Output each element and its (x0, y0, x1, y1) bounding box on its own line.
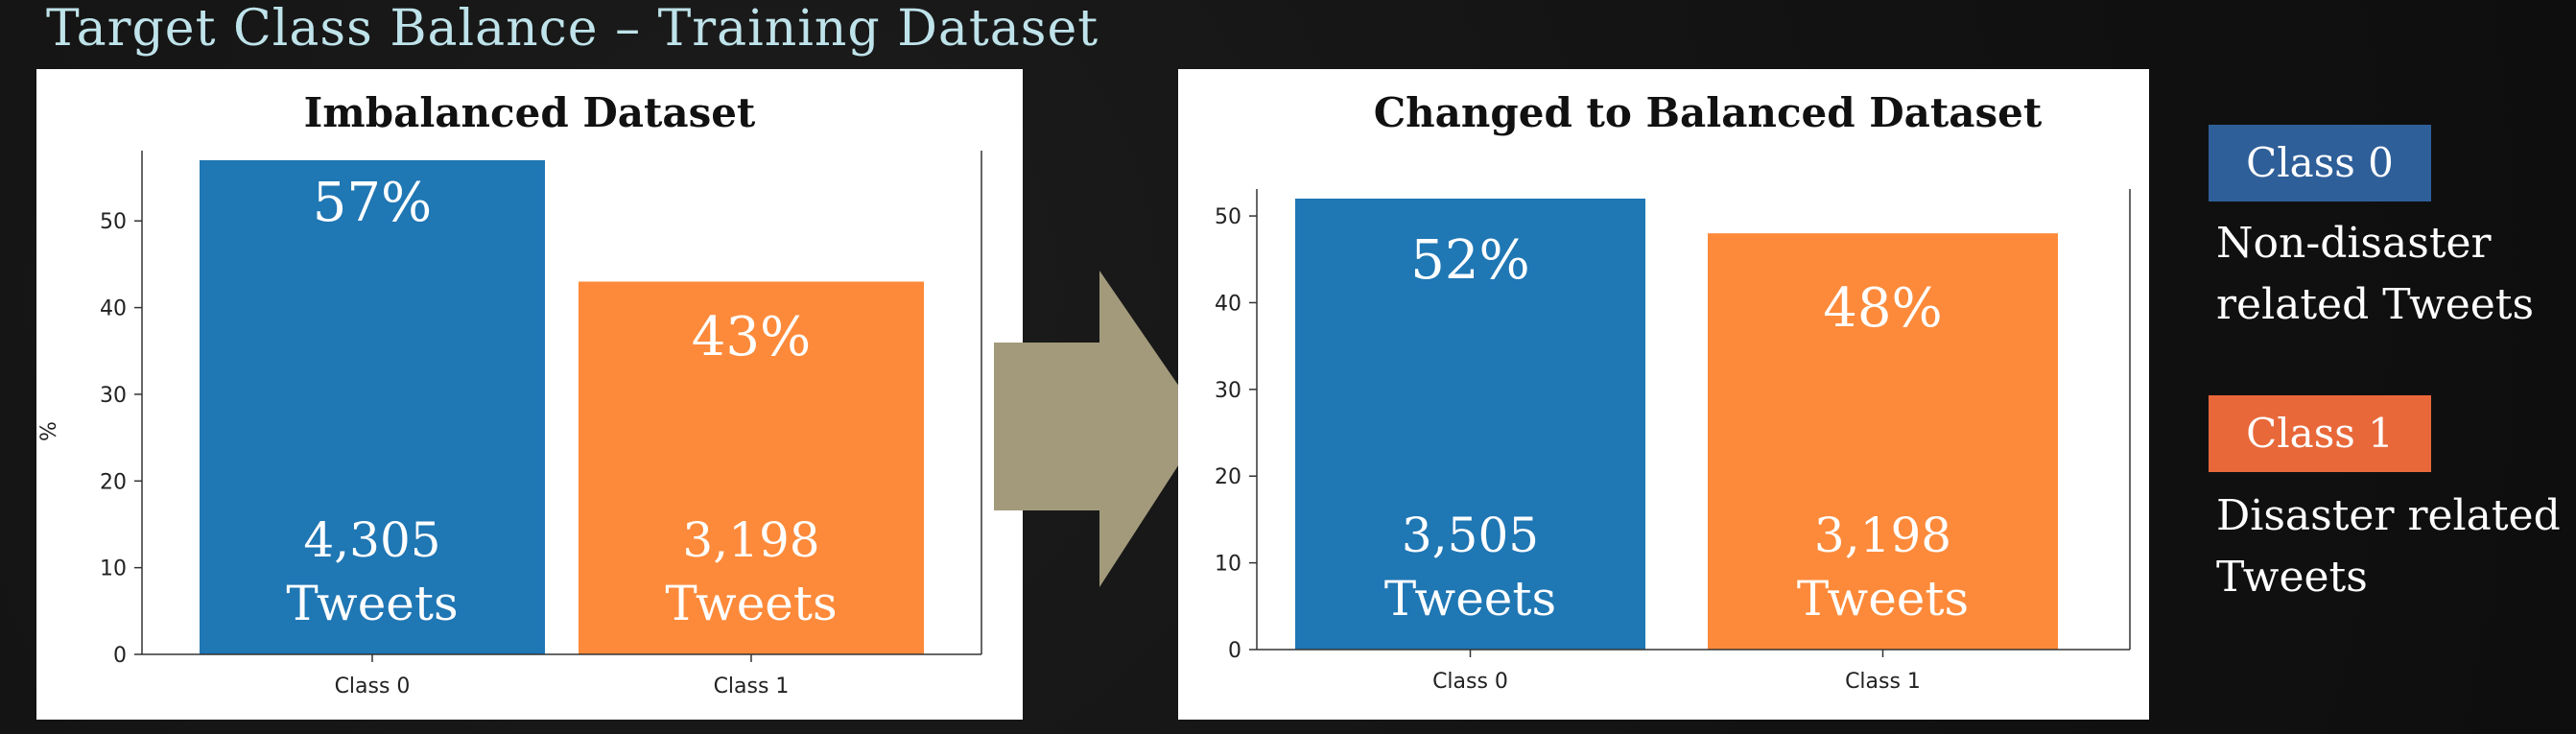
bar-count-label: 3,198 (682, 512, 819, 568)
y-tick-label: 10 (1215, 553, 1241, 577)
x-tick-label: Class 0 (335, 675, 411, 698)
y-tick-label: 30 (1215, 379, 1241, 403)
y-tick-label: 0 (1228, 639, 1241, 663)
legend-class1-badge: Class 1 (2209, 395, 2431, 472)
bar-count-unit-label: Tweets (1384, 571, 1556, 627)
y-tick-label: 20 (1215, 465, 1241, 489)
y-tick-label: 0 (113, 644, 127, 668)
bar-class-0 (1295, 199, 1645, 650)
bar-class-1 (579, 281, 924, 654)
bar-count-label: 3,505 (1402, 508, 1539, 563)
chart-title: Changed to Balanced Dataset (1374, 89, 2043, 136)
bar-count-unit-label: Tweets (286, 576, 458, 631)
bar-percent-label: 52% (1410, 229, 1529, 292)
y-axis-label: % (37, 421, 61, 441)
legend-class1-description-line2: Tweets (2216, 553, 2368, 602)
bar-class-0 (200, 160, 545, 654)
legend-class0-description-line1: Non-disaster (2216, 219, 2492, 268)
y-tick-label: 40 (1215, 292, 1241, 316)
y-tick-label: 30 (100, 384, 127, 408)
bar-count-unit-label: Tweets (665, 576, 837, 631)
y-tick-label: 40 (100, 297, 127, 321)
imbalanced-chart-panel: Imbalanced Dataset 57% 4,305 Tweets Class 0 4… (36, 69, 1023, 720)
y-tick-label: 50 (100, 210, 127, 234)
right-arrow-icon (994, 271, 1205, 587)
bar-count-label: 4,305 (303, 512, 440, 568)
bar-percent-label: 48% (1823, 277, 1942, 340)
chart-title: Imbalanced Dataset (304, 89, 756, 136)
x-tick-label: Class 1 (714, 675, 790, 698)
bar-count-unit-label: Tweets (1797, 571, 1969, 627)
bar-percent-label: 57% (313, 172, 432, 234)
balanced-chart: Changed to Balanced Dataset 52% 3,505 Tweet… (1215, 89, 2131, 694)
legend-class0-badge: Class 0 (2209, 125, 2431, 201)
bar-class-1 (1708, 233, 2058, 650)
y-tick-label: 50 (1215, 205, 1241, 229)
imbalanced-chart: Imbalanced Dataset 57% 4,305 Tweets Class 0 4… (37, 89, 982, 698)
legend-class1-description: Disaster related Tweets (2216, 485, 2571, 608)
y-tick-label: 10 (100, 557, 127, 581)
legend-class0-description-line2: related Tweets (2216, 280, 2535, 329)
y-tick-label: 20 (100, 470, 127, 494)
bar-percent-label: 43% (692, 306, 811, 368)
slide-title: Target Class Balance – Training Dataset (46, 0, 1099, 58)
balanced-chart-panel: Changed to Balanced Dataset 52% 3,505 Tweet… (1178, 69, 2149, 720)
x-tick-label: Class 0 (1432, 670, 1508, 694)
x-tick-label: Class 1 (1845, 670, 1921, 694)
bar-count-label: 3,198 (1814, 508, 1951, 563)
legend-class1-description-line1: Disaster related (2216, 491, 2561, 540)
legend-class0-description: Non-disaster related Tweets (2216, 213, 2571, 336)
